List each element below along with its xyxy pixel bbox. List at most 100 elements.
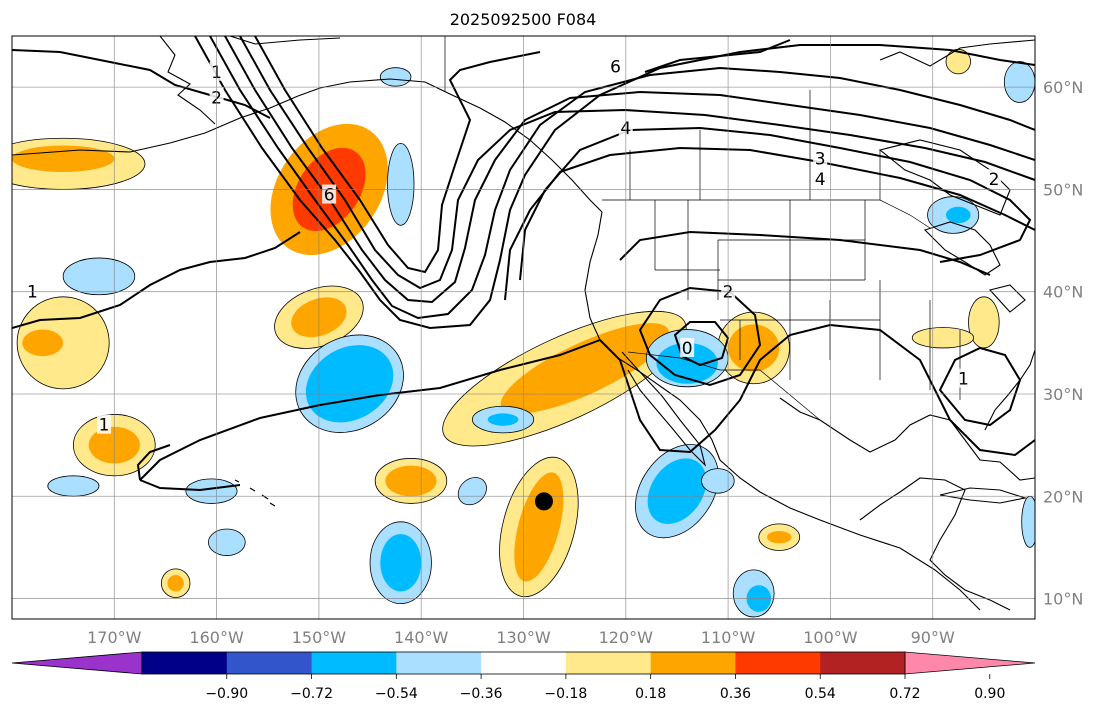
us-mexico-border bbox=[627, 351, 821, 421]
lat-label-5: 10°N bbox=[1043, 590, 1083, 609]
anomaly-region-30 bbox=[647, 458, 707, 524]
colorbar-tick-label-0: −0.90 bbox=[205, 686, 248, 702]
baja-peninsula bbox=[621, 351, 707, 467]
eastern-low-contour bbox=[938, 346, 1022, 427]
height-contours bbox=[12, 36, 1035, 492]
trough-contour-5 bbox=[254, 36, 541, 274]
contour-label-3: 6 bbox=[610, 58, 621, 78]
anomaly-region-41 bbox=[185, 478, 238, 504]
contour-label-7: 2 bbox=[989, 170, 1000, 190]
anomaly-region-18 bbox=[968, 296, 1000, 349]
anomaly-region-5 bbox=[22, 329, 64, 357]
colorbar-segment-4 bbox=[481, 652, 567, 674]
contour-label-5: 3 bbox=[815, 150, 826, 170]
colorbar-tick-label-8: 0.72 bbox=[889, 686, 920, 702]
contour-label-6: 4 bbox=[815, 170, 826, 190]
anomaly-region-3 bbox=[12, 145, 115, 173]
pacific-low-contour-2 bbox=[136, 444, 241, 492]
colorbar-tick-label-4: −0.18 bbox=[544, 686, 587, 702]
colorbar-segment-7 bbox=[735, 652, 821, 674]
contour-label-bg-7 bbox=[987, 169, 1002, 189]
canada-province-lines bbox=[629, 90, 881, 200]
anomaly-region-11 bbox=[500, 323, 670, 414]
contour-label-10: 0 bbox=[682, 339, 693, 359]
trough-contour-3 bbox=[224, 36, 1035, 304]
anomaly-region-45 bbox=[457, 477, 487, 506]
anomaly-region-17 bbox=[728, 324, 780, 372]
colorbar-tick-labels: −0.90 −0.72 −0.54 −0.36 −0.18 0.18 0.36 0.54 0.7… bbox=[205, 674, 1005, 702]
anomaly-region-40 bbox=[387, 142, 415, 226]
colorbar-segment-8 bbox=[820, 652, 906, 674]
contour-line-1 bbox=[12, 231, 301, 329]
colorbar-segment-2 bbox=[311, 652, 397, 674]
trough-contour-4 bbox=[239, 36, 1035, 290]
colorbar-extend-high bbox=[904, 651, 1036, 675]
longitude-labels: 170°W 160°W 150°W 140°W 130°W 120°W 110°W 100°W… bbox=[87, 628, 955, 647]
anomaly-region-46 bbox=[1003, 61, 1035, 103]
anomaly-region-36 bbox=[487, 413, 519, 426]
northern-ring-contour bbox=[619, 230, 991, 276]
anomaly-region-43 bbox=[701, 468, 735, 494]
pacific-coastline bbox=[584, 211, 981, 611]
anomaly-region-42 bbox=[47, 475, 100, 497]
contour-label-0: 1 bbox=[27, 283, 38, 303]
lat-label-1: 50°N bbox=[1043, 180, 1083, 199]
anomaly-region-47 bbox=[1021, 495, 1035, 548]
colorbar-tick-label-2: −0.54 bbox=[375, 686, 418, 702]
colorbar-tick-label-7: 0.54 bbox=[805, 686, 836, 702]
yucatan-coastline bbox=[859, 477, 1011, 611]
colorbar-segment-6 bbox=[650, 652, 736, 674]
trough-contour-2 bbox=[209, 36, 1035, 320]
lon-label-1: 160°W bbox=[189, 628, 244, 647]
anomaly-region-32 bbox=[380, 534, 422, 592]
trough-contour-1 bbox=[194, 36, 1035, 330]
lon-label-7: 100°W bbox=[803, 628, 858, 647]
florida-coastline bbox=[984, 349, 1035, 431]
lon-label-0: 170°W bbox=[87, 628, 142, 647]
colorbar-segment-3 bbox=[396, 652, 482, 674]
lon-label-3: 140°W bbox=[394, 628, 449, 647]
us-canada-border bbox=[602, 199, 931, 229]
contour-label-bg-0 bbox=[25, 281, 40, 301]
anomaly-region-21 bbox=[766, 531, 792, 544]
colorbar-segment-0 bbox=[142, 652, 228, 674]
contour-label-bg-10 bbox=[680, 337, 695, 357]
contour-label-bg-11 bbox=[97, 414, 112, 434]
contour-label-bg-3 bbox=[608, 56, 623, 76]
colorbar-tick-label-3: −0.36 bbox=[460, 686, 503, 702]
contour-label-8: 6 bbox=[324, 186, 335, 206]
colorbar-tick-label-1: −0.72 bbox=[290, 686, 333, 702]
colorbar-tick-label-5: 0.18 bbox=[635, 686, 666, 702]
anomaly-region-39 bbox=[62, 257, 136, 296]
bering-coastline bbox=[159, 36, 216, 125]
hudson-bay bbox=[878, 139, 1011, 216]
lat-label-2: 40°N bbox=[1043, 283, 1083, 302]
contour-label-bg-12 bbox=[956, 368, 971, 388]
graticule-grid bbox=[12, 36, 1035, 619]
figure-title: 2025092500 F084 bbox=[450, 10, 597, 29]
alaska-coastline bbox=[12, 78, 603, 213]
gulf-coastline bbox=[779, 397, 1035, 481]
colorbar-tick-label-6: 0.36 bbox=[720, 686, 751, 702]
anomaly-region-13 bbox=[385, 465, 437, 497]
storm-location-marker bbox=[534, 492, 553, 511]
southwest-low-inner bbox=[673, 321, 730, 367]
colorbar-extend-low bbox=[11, 651, 143, 675]
anomaly-region-19 bbox=[911, 327, 975, 349]
hawaii-islands bbox=[234, 479, 276, 507]
pacific-low-contour bbox=[139, 323, 1035, 481]
lon-label-2: 150°W bbox=[292, 628, 347, 647]
great-lakes bbox=[923, 221, 1026, 313]
lon-label-4: 130°W bbox=[496, 628, 551, 647]
lon-label-6: 110°W bbox=[701, 628, 756, 647]
ridge-contour-2 bbox=[504, 146, 1035, 301]
latitude-labels: 60°N 50°N 40°N 30°N 20°N 10°N bbox=[1043, 78, 1083, 608]
anomaly-region-48 bbox=[379, 67, 412, 87]
anomaly-region-23 bbox=[167, 575, 184, 592]
cuba-coastline bbox=[939, 487, 1028, 504]
map-frame bbox=[11, 35, 1036, 620]
colorbar-outline bbox=[141, 651, 906, 675]
